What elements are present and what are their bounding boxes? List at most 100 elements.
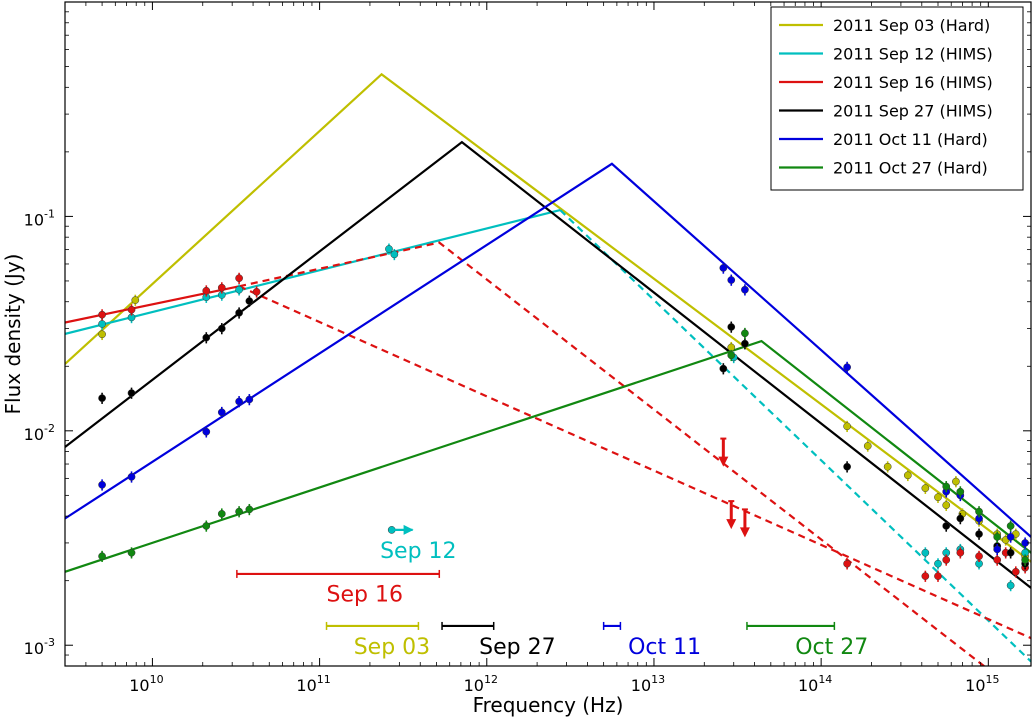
series-5-point-0 [98, 552, 106, 561]
series-3-point-5 [245, 297, 254, 305]
series-2-upper-limit-1 [726, 500, 737, 530]
x-tick-label-0: 1010 [129, 673, 163, 695]
series-3-point-7 [727, 323, 736, 331]
legend-label-1: 2011 Sep 12 (HIMS) [833, 45, 993, 64]
series-0-point-9 [942, 501, 951, 510]
series-5-point-11 [993, 533, 1002, 541]
series-0-point-3 [843, 422, 851, 431]
series-2-point-4 [235, 274, 243, 283]
series-3-model-line [65, 140, 1031, 589]
series-4-point-4 [235, 397, 243, 406]
series-2-point-2 [202, 286, 211, 295]
series-5-point-7 [741, 329, 749, 338]
y-tick-label-2: 10-1 [24, 207, 55, 229]
series-5-point-1 [127, 548, 136, 557]
series-3-point-4 [235, 308, 243, 317]
tick-layer: 1010 1011 1012 1013 1014 1015 10-3 10-2 10-1 [24, 2, 1031, 695]
series-5-point-10 [975, 507, 983, 516]
annotation-3-label: Sep 27 [479, 635, 555, 660]
legend-label-3: 2011 Sep 27 (HIMS) [833, 102, 993, 121]
series-4-point-1 [127, 472, 136, 481]
series-2-point-0 [98, 310, 106, 319]
series-0-point-6 [903, 471, 912, 480]
series-4-point-14 [1006, 533, 1015, 541]
series-1-model-line [65, 209, 561, 335]
series-3-point-1 [127, 389, 136, 397]
series-2-point-8 [934, 572, 942, 580]
series-4-point-5 [245, 395, 254, 404]
legend: 2011 Sep 03 (Hard) 2011 Sep 12 (HIMS) 2011… [770, 6, 1024, 191]
y-tick-label-1: 10-2 [24, 422, 55, 444]
series-3-point-14 [1006, 548, 1015, 557]
series-5-point-2 [202, 522, 211, 530]
series-3-point-2 [202, 333, 211, 342]
series-2-point-12 [993, 556, 1002, 564]
series-4-point-3 [217, 408, 226, 417]
series-5-point-5 [245, 505, 254, 514]
series-0-point-1 [131, 296, 140, 304]
series-5-point-9 [956, 487, 965, 496]
series-3-point-10 [942, 522, 951, 530]
series-2-point-9 [942, 556, 951, 564]
series-0-point-10 [952, 477, 960, 486]
series-4-point-2 [202, 427, 211, 436]
annotation-1-label: Sep 16 [327, 582, 403, 607]
legend-label-5: 2011 Oct 27 (Hard) [833, 159, 988, 178]
series-0-model-line [65, 72, 1031, 563]
series-5-point-8 [942, 482, 951, 491]
series-5-model-line [65, 339, 1031, 573]
series-0-point-0 [98, 330, 106, 339]
series-1-model-dashed-line [559, 209, 1031, 663]
series-4-point-6 [719, 264, 728, 272]
series-0-point-4 [863, 442, 872, 450]
legend-label-4: 2011 Oct 11 (Hard) [833, 130, 988, 149]
series-1-point-6 [390, 250, 399, 259]
series-3-point-12 [975, 530, 983, 538]
series-2-point-5 [252, 287, 261, 296]
x-tick-label-4: 1014 [798, 673, 832, 695]
plot-frame [64, 1, 1032, 667]
series-2-model-line [65, 285, 240, 324]
y-tick-label-0: 10-3 [24, 636, 55, 658]
annotation-4-label: Oct 11 [628, 635, 701, 660]
series-2-point-3 [217, 283, 226, 292]
series-2-point-7 [921, 572, 930, 580]
legend-label-0: 2011 Sep 03 (Hard) [833, 16, 990, 35]
series-2-point-6 [843, 559, 851, 568]
series-5-point-12 [1006, 522, 1015, 530]
series-5-point-6 [727, 351, 736, 360]
series-4-point-7 [727, 276, 736, 284]
series-5-point-13 [1021, 556, 1029, 564]
series-1-point-14 [1006, 581, 1015, 590]
series-0-point-7 [921, 484, 930, 493]
x-tick-label-3: 1013 [631, 673, 665, 695]
series-2-model-dashed-line-a [238, 241, 986, 666]
series-2-point-14 [1011, 567, 1020, 576]
series-1-point-5 [385, 245, 393, 253]
series-4-point-8 [741, 285, 749, 294]
series-2-upper-limit-0 [718, 437, 729, 467]
series-3-point-9 [843, 462, 851, 471]
annotation-0-arrowhead [403, 524, 414, 535]
series-0-point-8 [934, 493, 942, 502]
series-3-point-11 [956, 514, 965, 523]
series-3-point-6 [719, 364, 728, 373]
series-3-point-3 [217, 324, 226, 333]
x-axis-title: Frequency (Hz) [473, 693, 624, 717]
annotation-5-label: Oct 27 [795, 635, 868, 660]
legend-box [770, 6, 1024, 191]
series-2-point-11 [975, 552, 983, 561]
series-4-point-13 [993, 545, 1002, 554]
series-1-point-9 [934, 559, 942, 568]
series-2-point-1 [127, 305, 136, 314]
series-0-point-5 [883, 462, 892, 471]
series-layer [65, 72, 1031, 666]
series-4-point-0 [98, 480, 106, 489]
x-tick-label-2: 1012 [464, 673, 498, 695]
series-5-point-4 [235, 507, 243, 516]
legend-label-2: 2011 Sep 16 (HIMS) [833, 73, 993, 92]
series-1-point-0 [98, 320, 106, 328]
series-1-point-8 [921, 548, 930, 557]
annotation-layer: Sep 12 Sep 16 Sep 03 Sep 27 Oct 11 Oct 27 [236, 524, 868, 660]
